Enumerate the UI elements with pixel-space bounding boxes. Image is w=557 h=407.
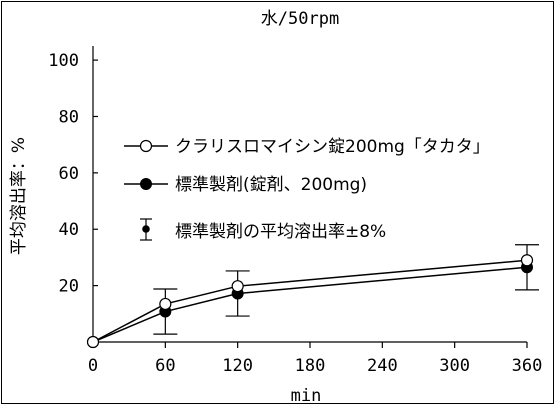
x-tick-label: 60 xyxy=(155,356,175,376)
x-ticks: 0 60 120 180 240 300 360 xyxy=(88,342,542,376)
y-ticks: 20 40 60 80 100 xyxy=(48,51,98,297)
y-tick-label: 20 xyxy=(59,277,79,297)
y-tick-label: 80 xyxy=(59,107,79,127)
legend-marker-open xyxy=(139,139,153,153)
legend-marker-filled xyxy=(140,178,152,190)
x-tick-label: 360 xyxy=(512,356,543,376)
legend: クラリスロマイシン錠200mg「タカタ」標準製剤(錠剤、200mg) 標準製剤の平… xyxy=(124,137,490,242)
open-point xyxy=(520,254,534,267)
open-point xyxy=(86,335,100,349)
y-tick-label: 100 xyxy=(48,51,79,71)
x-tick-label: 180 xyxy=(295,356,326,376)
y-axis-label: 平均溶出率：% xyxy=(9,137,29,255)
legend-label-3: 標準製剤の平均溶出率±8% xyxy=(175,222,386,242)
y-tick-label: 60 xyxy=(59,164,79,184)
x-tick-label: 120 xyxy=(222,356,253,376)
x-tick-label: 300 xyxy=(439,356,470,376)
x-axis-label: min xyxy=(291,386,322,406)
series-layer xyxy=(86,244,539,349)
chart-title: 水/50rpm xyxy=(261,9,339,29)
legend-label-2: 標準製剤(錠剤、200mg) xyxy=(175,175,367,195)
series-line-1 xyxy=(92,259,528,343)
legend-label-1: クラリスロマイシン錠200mg「タカタ」 xyxy=(175,137,490,157)
x-tick-label: 0 xyxy=(88,356,98,376)
series-line-2 xyxy=(92,266,528,343)
y-tick-label: 40 xyxy=(59,220,79,240)
legend-errorbar-dot xyxy=(142,225,150,233)
open-point xyxy=(231,280,244,293)
x-tick-label: 240 xyxy=(367,356,398,376)
open-point xyxy=(159,297,172,311)
